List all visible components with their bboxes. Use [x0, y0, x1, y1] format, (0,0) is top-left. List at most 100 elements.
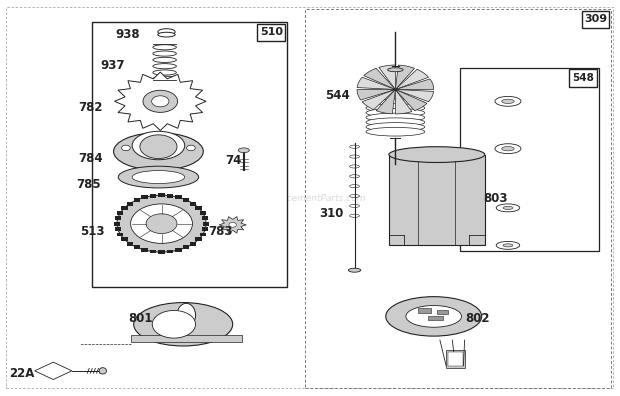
- Ellipse shape: [158, 32, 175, 37]
- Text: 510: 510: [260, 27, 283, 38]
- Bar: [134, 198, 140, 202]
- Text: 803: 803: [484, 192, 508, 204]
- Bar: [159, 250, 165, 254]
- Polygon shape: [396, 89, 427, 110]
- Bar: [195, 238, 202, 242]
- Bar: [446, 350, 464, 367]
- Circle shape: [117, 195, 206, 252]
- Polygon shape: [362, 89, 396, 110]
- Ellipse shape: [132, 131, 185, 160]
- Ellipse shape: [386, 297, 482, 336]
- Bar: [459, 68, 599, 251]
- Bar: [202, 216, 208, 220]
- Ellipse shape: [153, 76, 176, 82]
- Text: 548: 548: [572, 73, 594, 83]
- Ellipse shape: [366, 118, 425, 127]
- Bar: [117, 232, 123, 236]
- Text: ©ReplacementParts.com: ©ReplacementParts.com: [253, 194, 367, 202]
- Bar: [569, 69, 597, 87]
- Bar: [448, 352, 463, 367]
- Text: 310: 310: [320, 207, 344, 220]
- Text: 784: 784: [78, 152, 103, 165]
- Polygon shape: [376, 89, 396, 114]
- Ellipse shape: [177, 303, 195, 327]
- Ellipse shape: [496, 242, 520, 249]
- Ellipse shape: [366, 113, 425, 122]
- Text: 783: 783: [208, 225, 232, 238]
- Bar: [190, 242, 196, 246]
- Circle shape: [152, 96, 169, 107]
- Ellipse shape: [366, 99, 425, 108]
- Ellipse shape: [99, 367, 107, 374]
- Bar: [167, 194, 174, 198]
- Bar: [92, 23, 287, 287]
- Ellipse shape: [503, 206, 513, 209]
- Text: 801: 801: [128, 312, 153, 325]
- Bar: [115, 227, 121, 231]
- Bar: [418, 308, 431, 313]
- Polygon shape: [115, 72, 206, 131]
- Text: 544: 544: [326, 89, 350, 102]
- Bar: [582, 11, 609, 29]
- Bar: [437, 310, 448, 314]
- Ellipse shape: [495, 96, 521, 106]
- Ellipse shape: [366, 104, 425, 112]
- Ellipse shape: [118, 166, 198, 188]
- Bar: [428, 316, 443, 320]
- Circle shape: [143, 90, 177, 112]
- Polygon shape: [219, 217, 246, 233]
- Bar: [257, 24, 285, 41]
- Ellipse shape: [388, 68, 403, 72]
- Ellipse shape: [153, 51, 176, 56]
- Bar: [200, 232, 206, 236]
- Text: 785: 785: [76, 178, 101, 191]
- Text: 782: 782: [78, 101, 103, 114]
- Ellipse shape: [153, 57, 176, 63]
- Circle shape: [229, 223, 236, 227]
- Ellipse shape: [366, 123, 425, 131]
- Bar: [203, 222, 209, 226]
- Text: 938: 938: [115, 28, 140, 41]
- Ellipse shape: [153, 70, 176, 75]
- Polygon shape: [396, 89, 412, 114]
- Bar: [389, 154, 485, 246]
- Circle shape: [146, 214, 177, 234]
- Ellipse shape: [238, 148, 249, 152]
- Text: 74: 74: [226, 154, 242, 167]
- Ellipse shape: [496, 204, 520, 212]
- Circle shape: [140, 135, 177, 158]
- Polygon shape: [396, 65, 415, 89]
- Ellipse shape: [113, 133, 203, 170]
- Circle shape: [122, 145, 130, 151]
- Bar: [122, 238, 128, 242]
- Bar: [200, 211, 206, 215]
- Bar: [190, 202, 196, 206]
- Bar: [134, 245, 140, 249]
- Polygon shape: [357, 77, 396, 89]
- Ellipse shape: [366, 109, 425, 117]
- Bar: [183, 198, 189, 202]
- Bar: [159, 193, 165, 197]
- Bar: [167, 249, 174, 253]
- Ellipse shape: [495, 144, 521, 154]
- Ellipse shape: [502, 99, 514, 103]
- Bar: [175, 248, 182, 252]
- Ellipse shape: [389, 147, 485, 162]
- Polygon shape: [379, 65, 396, 89]
- Bar: [150, 194, 156, 198]
- Bar: [141, 248, 148, 252]
- Polygon shape: [357, 89, 396, 100]
- Ellipse shape: [158, 29, 175, 35]
- Ellipse shape: [502, 147, 514, 151]
- Ellipse shape: [153, 45, 176, 50]
- Circle shape: [131, 204, 192, 244]
- Ellipse shape: [366, 128, 425, 136]
- Text: 802: 802: [465, 312, 489, 325]
- Ellipse shape: [406, 306, 461, 327]
- Bar: [150, 249, 156, 253]
- Bar: [117, 211, 123, 215]
- Bar: [127, 242, 133, 246]
- Polygon shape: [364, 68, 396, 89]
- Ellipse shape: [348, 268, 361, 272]
- Circle shape: [187, 145, 195, 151]
